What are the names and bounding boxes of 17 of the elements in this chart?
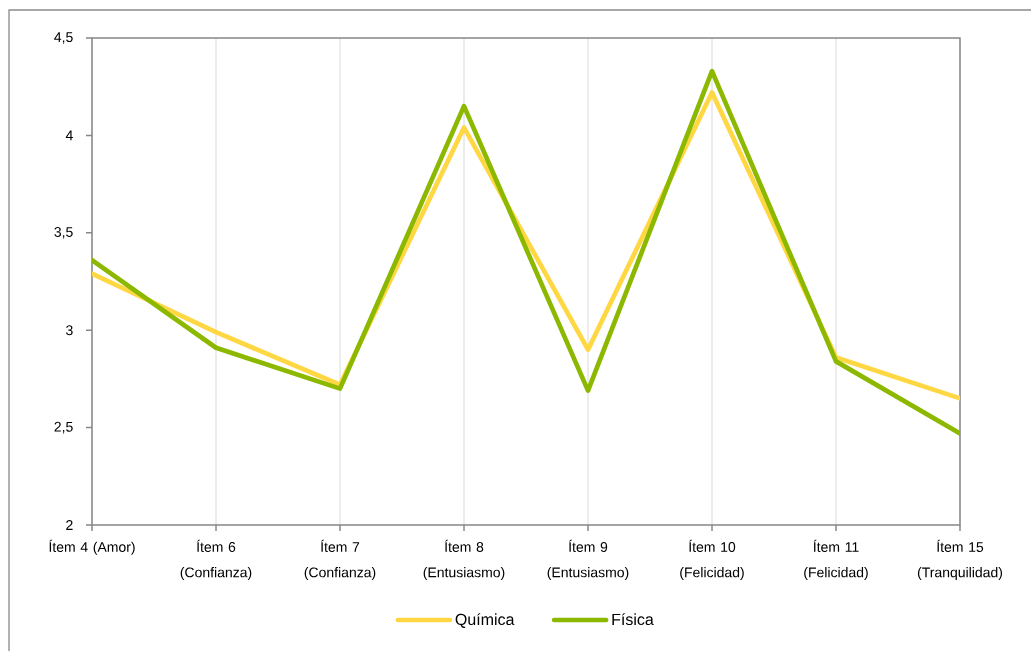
y-tick-label: 2,5 <box>54 421 73 434</box>
y-tick-label: 2 <box>66 520 73 530</box>
y-tick-label: 4 <box>65 130 73 141</box>
x-tick-label: Ítem 7 (Confianza) <box>304 539 376 581</box>
x-tick-label: Ítem 10 (Felicidad) <box>680 539 744 581</box>
legend-label: Química <box>455 613 515 628</box>
y-tick-label: 4,5 <box>54 32 73 44</box>
x-tick-label: Ítem 9 (Entusiasmo) <box>547 539 629 581</box>
x-tick-label: Ítem 8 (Entusiasmo) <box>423 539 505 581</box>
x-tick-label: Ítem 6 (Confianza) <box>180 539 252 581</box>
x-tick-label: Ítem 4 (Amor) <box>49 539 135 555</box>
x-tick-label: Ítem 11 (Felicidad) <box>804 539 868 581</box>
x-tick-label: Ítem 15 (Tranquilidad) <box>917 539 1003 581</box>
legend-label: Física <box>612 613 654 626</box>
y-tick-label: 3,5 <box>54 227 73 239</box>
y-tick-label: 3 <box>66 325 73 336</box>
line-series <box>92 68 960 436</box>
